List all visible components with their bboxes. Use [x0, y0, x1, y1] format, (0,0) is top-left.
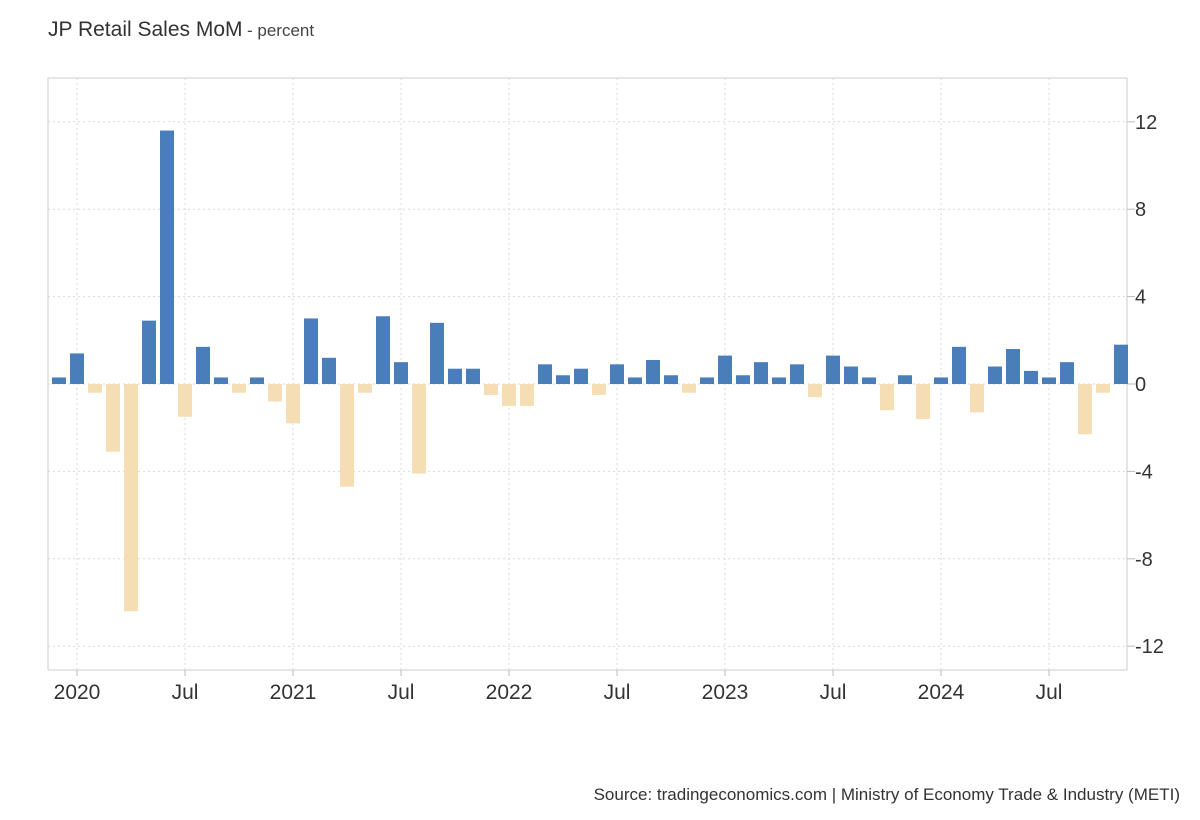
bar-2022-02	[520, 384, 534, 406]
bar-2022-10	[664, 375, 678, 384]
bar-2021-02	[304, 318, 318, 384]
bar-2021-04	[340, 384, 354, 487]
bar-2020-02	[88, 384, 102, 393]
x-tick-label: 2024	[918, 681, 965, 704]
y-tick-label: 12	[1135, 112, 1157, 134]
bar-2024-08	[1060, 362, 1074, 384]
bar-2022-11	[682, 384, 696, 393]
chart-plot-area: 12 8 4 0 -4 -8 -12 2020 Jul 2021 Jul 2022 Jul 2023 Jul…	[47, 77, 1164, 704]
x-tick-label: Jul	[604, 681, 631, 704]
bar-2023-04	[772, 377, 786, 384]
bar-2023-12	[916, 384, 930, 419]
bar-2024-05	[1006, 349, 1020, 384]
bar-2020-03	[106, 384, 120, 452]
y-tick-label: -12	[1135, 636, 1164, 658]
bar-2023-05	[790, 364, 804, 384]
bar-2023-03	[754, 362, 768, 384]
bar-2021-06	[376, 316, 390, 384]
chart-title: JP Retail Sales MoM	[48, 18, 243, 41]
bar-2020-05	[142, 320, 156, 384]
bar-2020-06	[160, 130, 174, 384]
bar-2023-10	[880, 384, 894, 411]
bar-2020-12	[268, 384, 282, 402]
bar-2023-08	[844, 366, 858, 384]
y-tick-label: 4	[1135, 287, 1146, 309]
bar-2022-03	[538, 364, 552, 384]
bar-2019-12	[52, 377, 66, 384]
bar-2024-03	[970, 384, 984, 413]
bar-2023-06	[808, 384, 822, 398]
x-tick-label: 2022	[486, 681, 533, 704]
bar-2021-01	[286, 384, 300, 424]
bar-2021-05	[358, 384, 372, 393]
bar-2024-10	[1096, 384, 1110, 393]
x-tick-label: Jul	[388, 681, 415, 704]
bar-2021-03	[322, 357, 336, 384]
bar-2020-10	[232, 384, 246, 393]
bar-2024-11	[1114, 344, 1128, 384]
bar-2024-09	[1078, 384, 1092, 435]
x-tick-label: Jul	[172, 681, 199, 704]
bar-2020-04	[124, 384, 138, 612]
bar-2022-05	[574, 368, 588, 384]
bar-2021-07	[394, 362, 408, 384]
y-tick-label: 0	[1135, 374, 1146, 396]
bar-2024-02	[952, 346, 966, 384]
bar-2024-04	[988, 366, 1002, 384]
bar-2021-12	[484, 384, 498, 395]
bar-2022-04	[556, 375, 570, 384]
bar-2023-02	[736, 375, 750, 384]
bar-2023-11	[898, 375, 912, 384]
x-tick-label: Jul	[1036, 681, 1063, 704]
bar-2021-11	[466, 368, 480, 384]
bar-2020-08	[196, 346, 210, 384]
bar-2024-01	[934, 377, 948, 384]
source-attribution: Source: tradingeconomics.com | Ministry …	[593, 785, 1180, 804]
bar-2022-08	[628, 377, 642, 384]
bar-2020-01	[70, 353, 84, 384]
bar-2022-06	[592, 384, 606, 395]
y-tick-label: 8	[1135, 199, 1146, 221]
bar-2021-09	[430, 322, 444, 384]
y-tick-label: -8	[1135, 549, 1153, 571]
bar-2020-09	[214, 377, 228, 384]
bar-2024-07	[1042, 377, 1056, 384]
bar-2023-07	[826, 355, 840, 384]
bar-2022-09	[646, 359, 660, 384]
x-tick-label: 2021	[270, 681, 317, 704]
bar-2020-07	[178, 384, 192, 417]
x-tick-label: 2020	[54, 681, 101, 704]
bar-2023-09	[862, 377, 876, 384]
bar-2023-01	[718, 355, 732, 384]
bar-2021-08	[412, 384, 426, 474]
x-tick-label: Jul	[820, 681, 847, 704]
chart-title-row: JP Retail Sales MoM - percent	[48, 18, 314, 42]
bar-2022-12	[700, 377, 714, 384]
x-tick-label: 2023	[702, 681, 749, 704]
bar-2021-10	[448, 368, 462, 384]
bar-2024-06	[1024, 370, 1038, 384]
y-tick-label: -4	[1135, 461, 1153, 483]
chart-subtitle: - percent	[246, 21, 315, 40]
bar-2020-11	[250, 377, 264, 384]
bar-2022-01	[502, 384, 516, 406]
bar-2022-07	[610, 364, 624, 384]
